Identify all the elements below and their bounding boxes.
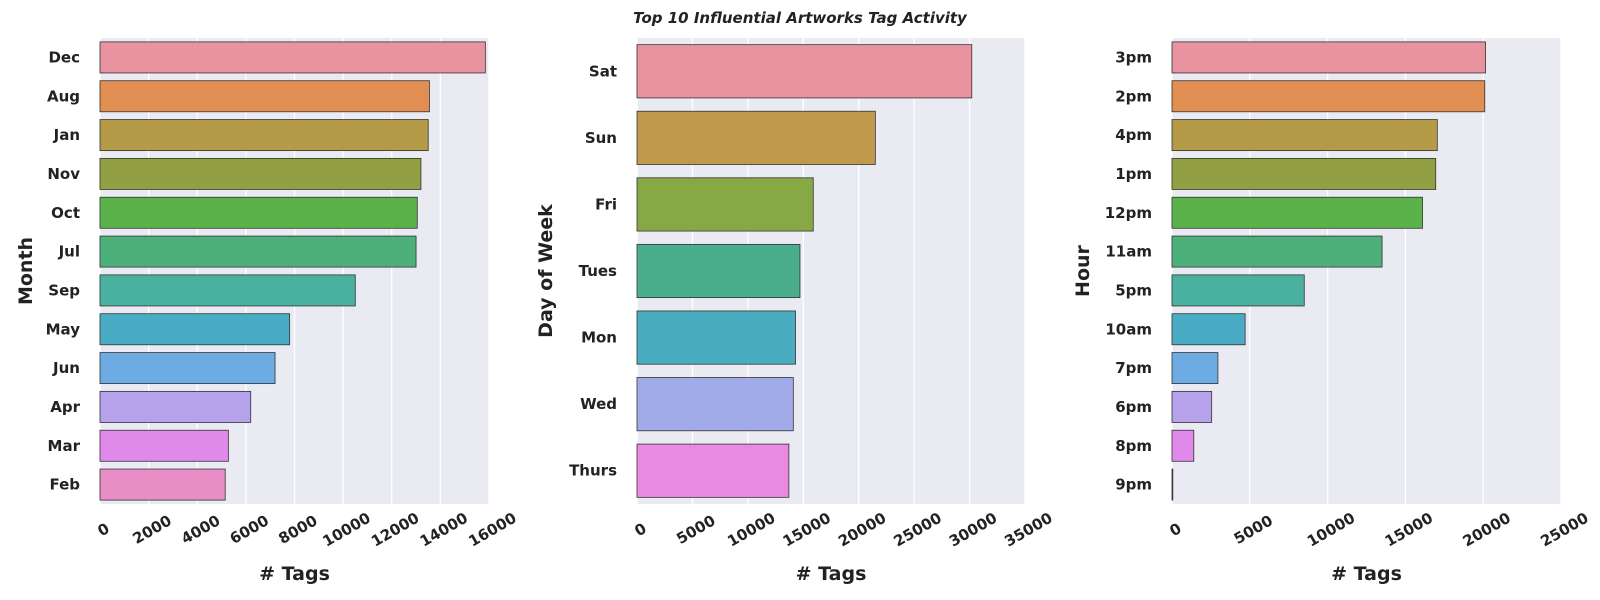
y-tick-label: Thurs bbox=[569, 462, 617, 480]
y-tick-label: Mar bbox=[48, 437, 81, 455]
chart-panel-2: 0 5000 10000 15000 20000 25000 30000 35000 Sat Su… bbox=[535, 38, 1056, 585]
y-tick-label: Tues bbox=[579, 262, 617, 280]
plot-background bbox=[1172, 38, 1561, 504]
x-tick-label: 15000 bbox=[1382, 509, 1436, 551]
bar-dec bbox=[99, 41, 486, 74]
bar-feb bbox=[99, 468, 226, 501]
bar-2pm bbox=[1171, 80, 1486, 113]
bar-thurs bbox=[636, 443, 790, 498]
bar-mon bbox=[636, 310, 796, 365]
y-axis-label: Day of Week bbox=[535, 204, 557, 338]
bar-11am bbox=[1171, 235, 1383, 268]
bar-10am bbox=[1171, 313, 1246, 346]
x-tick-label: 14000 bbox=[417, 509, 471, 551]
y-tick-label: 2pm bbox=[1115, 87, 1152, 105]
bar-oct bbox=[99, 196, 418, 229]
bar-9pm bbox=[1171, 468, 1174, 501]
x-axis-label: # Tags bbox=[259, 563, 330, 585]
bar-apr bbox=[99, 390, 252, 423]
x-tick-label: 2000 bbox=[130, 511, 175, 547]
x-tick-label: 8000 bbox=[275, 511, 320, 547]
y-tick-label: Feb bbox=[49, 476, 80, 494]
bar-1pm bbox=[1171, 157, 1437, 190]
y-tick-label: 3pm bbox=[1115, 48, 1152, 66]
bar-mar bbox=[99, 429, 229, 462]
x-tick-label: 25000 bbox=[891, 509, 945, 551]
y-tick-label: Fri bbox=[595, 195, 617, 213]
y-tick-label: Dec bbox=[48, 48, 80, 66]
x-tick-label: 12000 bbox=[368, 509, 422, 551]
y-tick-label: Sat bbox=[589, 62, 617, 80]
x-axis-label: # Tags bbox=[1331, 563, 1402, 585]
x-tick-label: 16000 bbox=[465, 509, 519, 551]
y-tick-label: Apr bbox=[50, 398, 80, 416]
bar-jul bbox=[99, 235, 417, 268]
x-tick-label: 0 bbox=[94, 519, 112, 540]
chart-title: Top 10 Influential Artworks Tag Activity bbox=[633, 9, 967, 27]
bar-sep bbox=[99, 274, 356, 307]
x-tick-label: 20000 bbox=[835, 509, 889, 551]
y-tick-label: 4pm bbox=[1115, 126, 1152, 144]
x-tick-label: 6000 bbox=[227, 511, 272, 547]
bar-nov bbox=[99, 157, 422, 190]
x-tick-label: 4000 bbox=[178, 511, 223, 547]
chart-panel-3: 0 5000 10000 15000 20000 25000 3pm 2pm 4pm 1pm 12p… bbox=[1072, 38, 1592, 585]
bar-12pm bbox=[1171, 196, 1423, 229]
bar-jun bbox=[99, 352, 276, 385]
bar-7pm bbox=[1171, 352, 1219, 385]
bar-tues bbox=[636, 243, 801, 299]
y-tick-label: 9pm bbox=[1115, 476, 1152, 494]
bar-wed bbox=[636, 377, 794, 432]
y-tick-label: 12pm bbox=[1105, 204, 1152, 222]
bar-aug bbox=[99, 80, 430, 113]
bar-8pm bbox=[1171, 429, 1195, 462]
x-tick-label: 10000 bbox=[1304, 509, 1358, 551]
bar-4pm bbox=[1171, 119, 1438, 152]
bar-6pm bbox=[1171, 390, 1213, 423]
y-tick-label: Jan bbox=[53, 126, 80, 144]
x-tick-label: 15000 bbox=[780, 509, 834, 551]
x-tick-label: 5000 bbox=[673, 511, 718, 547]
bar-3pm bbox=[1171, 41, 1486, 74]
y-tick-label: 10am bbox=[1105, 320, 1152, 338]
y-tick-label: 11am bbox=[1105, 243, 1152, 261]
bar-fri bbox=[636, 177, 814, 232]
bar-may bbox=[99, 313, 291, 346]
bar-jan bbox=[99, 119, 429, 152]
y-tick-label: Sep bbox=[48, 281, 80, 299]
x-tick-label: 10000 bbox=[724, 509, 778, 551]
x-axis-label: # Tags bbox=[796, 563, 867, 585]
y-tick-label: 8pm bbox=[1115, 437, 1152, 455]
y-tick-label: May bbox=[46, 320, 81, 338]
y-axis-label: Hour bbox=[1072, 244, 1094, 296]
x-tick-label: 0 bbox=[1166, 519, 1184, 540]
x-tick-label: 35000 bbox=[1001, 509, 1055, 551]
bar-sat bbox=[636, 44, 973, 99]
y-tick-label: 1pm bbox=[1115, 165, 1152, 183]
y-tick-label: Mon bbox=[581, 329, 617, 347]
x-tick-label: 20000 bbox=[1460, 509, 1514, 551]
y-tick-label: 6pm bbox=[1115, 398, 1152, 416]
y-tick-label: Wed bbox=[580, 395, 617, 413]
x-tick-label: 10000 bbox=[320, 509, 374, 551]
x-tick-label: 30000 bbox=[946, 509, 1000, 551]
y-axis-label: Month bbox=[15, 237, 37, 305]
x-tick-label: 25000 bbox=[1537, 509, 1591, 551]
y-tick-label: Nov bbox=[47, 165, 80, 183]
y-tick-label: Sun bbox=[585, 129, 617, 147]
y-tick-label: Aug bbox=[47, 87, 80, 105]
y-tick-label: 7pm bbox=[1115, 359, 1152, 377]
y-tick-label: Jul bbox=[58, 243, 80, 261]
bar-5pm bbox=[1171, 274, 1305, 307]
x-tick-label: 5000 bbox=[1231, 511, 1276, 547]
y-tick-label: 5pm bbox=[1115, 281, 1152, 299]
x-tick-label: 0 bbox=[631, 519, 649, 540]
y-tick-label: Jun bbox=[52, 359, 80, 377]
bar-sun bbox=[636, 110, 876, 165]
y-tick-label: Oct bbox=[51, 204, 80, 222]
